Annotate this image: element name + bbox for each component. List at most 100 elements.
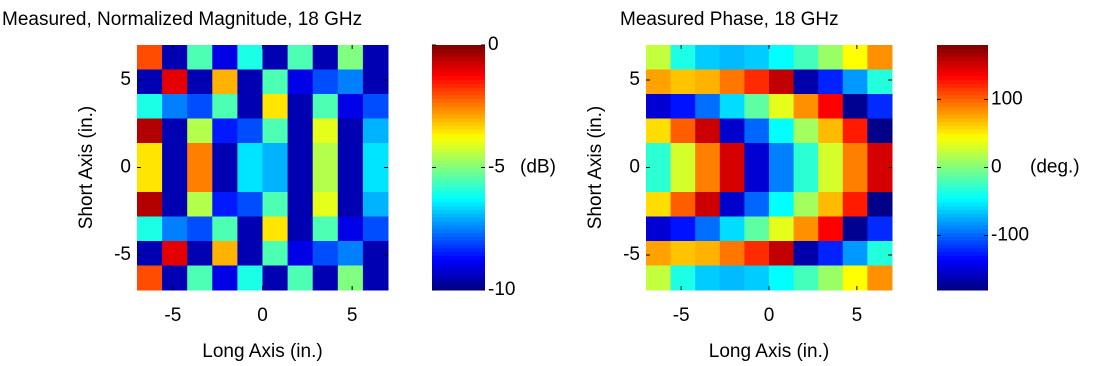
heatmap-cell	[312, 45, 339, 70]
heatmap-cell	[137, 143, 163, 168]
colorbar-swatch	[432, 224, 485, 230]
heatmap-cell	[262, 167, 289, 193]
heatmap-cell	[262, 265, 289, 291]
colorbar-swatch	[937, 45, 988, 50]
heatmap-cell	[237, 241, 263, 266]
heatmap-cell	[237, 265, 263, 291]
colorbar-swatch	[432, 148, 485, 153]
heatmap-cell	[162, 143, 188, 168]
heatmap-cell	[818, 216, 844, 242]
y-tick-label: -5	[623, 244, 640, 265]
colorbar-swatch	[937, 286, 988, 291]
heatmap-cell	[842, 192, 868, 217]
heatmap-cell	[769, 241, 795, 266]
colorbar-swatch	[432, 240, 485, 245]
heatmap-cell	[287, 69, 314, 95]
colorbar-swatch	[432, 259, 485, 264]
colorbar-swatch	[432, 198, 485, 203]
colorbar-swatch	[432, 167, 485, 172]
colorbar-swatch	[432, 98, 485, 103]
heatmap-cell	[287, 118, 314, 144]
heatmap-cell	[646, 216, 672, 242]
heatmap-cell	[695, 118, 721, 144]
heatmap-cell	[337, 192, 364, 217]
colorbar-swatch	[432, 274, 485, 280]
x-tick-label: 5	[347, 305, 358, 326]
heatmap-cell	[137, 216, 163, 242]
colorbar-tick-label: 0	[488, 34, 499, 55]
heatmap-cell	[670, 69, 696, 95]
colorbar-swatch	[937, 159, 988, 165]
colorbar-swatch	[432, 201, 485, 207]
colorbar-swatch	[937, 113, 988, 119]
chart-title: Measured, Normalized Magnitude, 18 GHz	[2, 9, 362, 30]
heatmap-cell	[670, 216, 696, 242]
x-axis-label: Long Axis (in.)	[709, 341, 829, 362]
heatmap-cell	[287, 167, 314, 193]
heatmap-cell	[137, 265, 163, 291]
heatmap-cell	[287, 45, 314, 70]
colorbar-swatch	[937, 236, 988, 241]
colorbar-swatch	[937, 217, 988, 222]
colorbar-swatch	[937, 255, 988, 260]
heatmap-cell	[212, 216, 238, 242]
colorbar-swatch	[937, 60, 988, 65]
heatmap-cell	[237, 94, 263, 119]
colorbar-swatch	[432, 209, 485, 214]
heatmap-cell	[162, 69, 188, 95]
heatmap-cell	[262, 45, 289, 70]
colorbar-swatch	[937, 209, 988, 214]
x-tick-label: -5	[673, 305, 690, 326]
colorbar-swatch	[937, 190, 988, 195]
heatmap-cell	[744, 45, 770, 70]
heatmap-cell	[867, 265, 893, 291]
heatmap-cell	[769, 118, 795, 144]
colorbar-swatch	[432, 152, 485, 157]
heatmap-cell	[362, 118, 389, 144]
colorbar-swatch	[937, 110, 988, 115]
colorbar-swatch	[432, 90, 485, 96]
heatmap-cell	[793, 94, 819, 119]
heatmap-cell	[719, 192, 745, 217]
x-tick-label: 0	[764, 305, 775, 326]
colorbar-label: (dB)	[520, 157, 556, 178]
heatmap-cell	[646, 265, 672, 291]
heatmap-cell	[337, 167, 364, 193]
colorbar-swatch	[432, 129, 485, 134]
heatmap-cell	[287, 216, 314, 242]
colorbar-swatch	[432, 133, 485, 138]
heatmap-cell	[842, 241, 868, 266]
heatmap-cell	[867, 216, 893, 242]
heatmap-cell	[162, 167, 188, 193]
colorbar-tick-label: 0	[991, 157, 1002, 178]
colorbar-swatch	[937, 163, 988, 168]
colorbar-swatch	[432, 125, 485, 130]
colorbar-swatch	[432, 217, 485, 222]
heatmap-cell	[187, 45, 213, 70]
heatmap-cell	[670, 192, 696, 217]
heatmap-cell	[262, 94, 289, 119]
heatmap-cell	[137, 241, 163, 266]
colorbar-swatch	[937, 213, 988, 218]
colorbar-swatch	[937, 121, 988, 126]
heatmap-cell	[867, 192, 893, 217]
heatmap-cell	[744, 118, 770, 144]
colorbar-swatch	[432, 117, 485, 123]
heatmap-cell	[719, 94, 745, 119]
heatmap-cell	[212, 94, 238, 119]
colorbar-swatch	[432, 194, 485, 199]
heatmap-cell	[695, 45, 721, 70]
heatmap-cell	[262, 216, 289, 242]
heatmap-cell	[212, 143, 238, 168]
heatmap-cell	[842, 167, 868, 193]
colorbar-swatch	[432, 286, 485, 291]
colorbar-swatch	[937, 148, 988, 153]
y-tick-label: 5	[629, 69, 640, 90]
heatmap-cell	[769, 192, 795, 217]
colorbar-swatch	[432, 255, 485, 260]
heatmap-cell	[312, 265, 339, 291]
colorbar-swatch	[432, 251, 485, 257]
colorbar-swatch	[432, 236, 485, 241]
x-tick-label: -5	[164, 305, 181, 326]
y-axis-label: Short Axis (in.)	[585, 106, 606, 230]
